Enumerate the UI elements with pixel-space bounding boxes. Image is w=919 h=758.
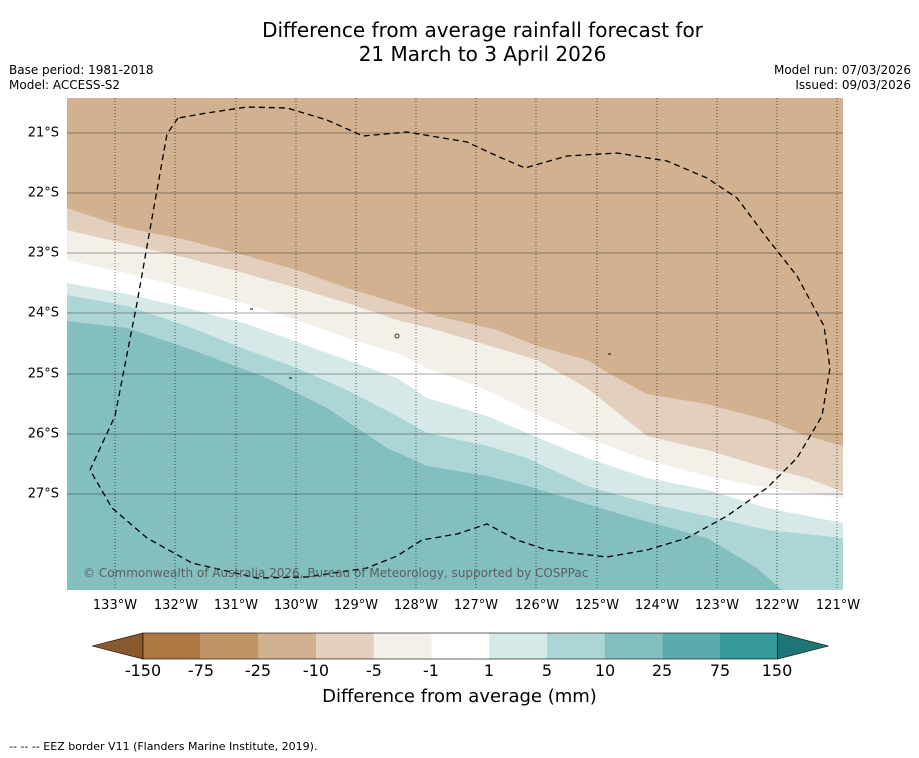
lat-label: 25°S bbox=[27, 366, 59, 382]
lon-label: 127°W bbox=[453, 598, 499, 613]
colorbar-cell bbox=[373, 633, 432, 659]
lon-label: 124°W bbox=[634, 598, 680, 613]
colorbar-cell bbox=[431, 633, 490, 659]
model-run: Model run: 07/03/2026 bbox=[773, 63, 911, 77]
chart-title: Difference from average rainfall forecas… bbox=[0, 18, 919, 66]
eez-border bbox=[89, 106, 831, 579]
colorbar-cell bbox=[604, 633, 663, 659]
colorbar-tick: 10 bbox=[594, 661, 616, 680]
colorbar-tick: 5 bbox=[541, 661, 553, 680]
band-minus25-10 bbox=[67, 98, 843, 446]
colorbar-label: Difference from average (mm) bbox=[322, 686, 597, 707]
colorbar-tick: -25 bbox=[244, 661, 272, 680]
lon-label: 122°W bbox=[754, 598, 800, 613]
eez-legend-note: -- -- -- EEZ border V11 (Flanders Marine… bbox=[9, 740, 318, 753]
lat-grid bbox=[67, 132, 843, 495]
lon-label: 133°W bbox=[92, 598, 138, 613]
base-period: Base period: 1981-2018 bbox=[9, 63, 154, 77]
colorbar-cell bbox=[489, 633, 547, 659]
lat-label: 24°S bbox=[27, 305, 59, 321]
colorbar-tick: -10 bbox=[302, 661, 330, 680]
lat-label: 26°S bbox=[27, 426, 59, 442]
title-line-1: Difference from average rainfall forecas… bbox=[262, 18, 703, 42]
colorbar-tick: -5 bbox=[366, 661, 382, 680]
colorbar-tick: 25 bbox=[651, 661, 673, 680]
map-svg bbox=[67, 98, 843, 590]
rainfall-map bbox=[67, 98, 843, 590]
colorbar-svg bbox=[91, 632, 829, 660]
colorbar-cell bbox=[546, 633, 605, 659]
colorbar-outline bbox=[142, 632, 779, 660]
lon-label: 121°W bbox=[815, 598, 861, 613]
lon-label: 130°W bbox=[273, 598, 319, 613]
lon-grid bbox=[114, 98, 838, 590]
meta-left: Base period: 1981-2018 Model: ACCESS-S2 bbox=[9, 63, 154, 93]
colorbar-cell bbox=[316, 633, 374, 659]
colorbar-cell bbox=[720, 633, 778, 659]
colorbar-tick: 150 bbox=[761, 661, 793, 680]
meta-right: Model run: 07/03/2026 Issued: 09/03/2026 bbox=[774, 63, 911, 93]
colorbar-tick: -1 bbox=[423, 661, 439, 680]
colorbar-cell bbox=[200, 633, 259, 659]
lon-label: 123°W bbox=[694, 598, 740, 613]
lon-label: 128°W bbox=[393, 598, 439, 613]
title-line-2: 21 March to 3 April 2026 bbox=[358, 42, 607, 66]
lat-label: 27°S bbox=[27, 486, 59, 502]
colorbar-tick: -75 bbox=[187, 661, 215, 680]
island-marker bbox=[394, 333, 400, 339]
colorbar-tick: 75 bbox=[709, 661, 731, 680]
issued-date: Issued: 09/03/2026 bbox=[795, 78, 911, 92]
colorbar-tick: 1 bbox=[483, 661, 495, 680]
model-name: Model: ACCESS-S2 bbox=[9, 78, 121, 92]
colorbar-tick: -150 bbox=[124, 661, 162, 680]
copyright-notice: © Commonwealth of Australia 2026, Bureau… bbox=[83, 566, 589, 580]
lon-label: 131°W bbox=[213, 598, 259, 613]
colorbar bbox=[91, 632, 830, 664]
colorbar-arrow-low bbox=[91, 632, 144, 660]
lat-label: 23°S bbox=[27, 245, 59, 261]
colorbar-cell bbox=[662, 633, 720, 659]
colorbar-cell bbox=[258, 633, 317, 659]
lon-label: 125°W bbox=[574, 598, 620, 613]
colorbar-arrow-high bbox=[777, 632, 829, 660]
lon-label: 126°W bbox=[514, 598, 560, 613]
colorbar-cell bbox=[143, 633, 201, 659]
lat-label: 22°S bbox=[27, 185, 59, 201]
lon-label: 132°W bbox=[153, 598, 199, 613]
lon-label: 129°W bbox=[333, 598, 379, 613]
lat-label: 21°S bbox=[27, 125, 59, 141]
